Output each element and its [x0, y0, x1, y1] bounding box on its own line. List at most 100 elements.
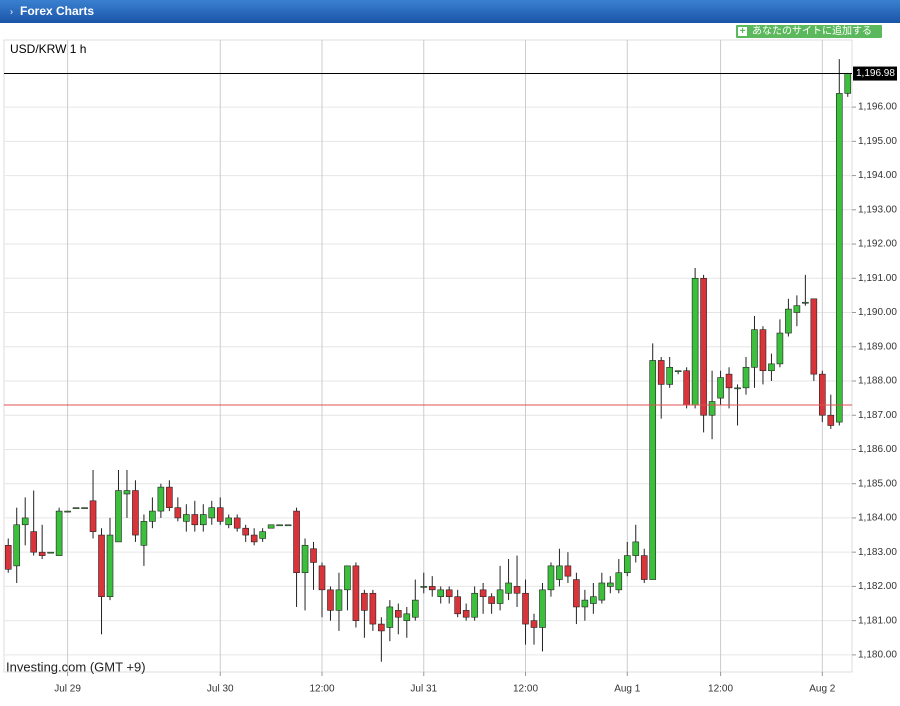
candle-body	[649, 360, 657, 580]
candle-body	[344, 565, 351, 591]
candle-body	[21, 517, 29, 526]
x-tick-label: Jul 31	[410, 684, 437, 695]
candle-body	[89, 500, 97, 532]
candle-body	[556, 565, 563, 580]
add-button-label[interactable]: あなたのサイトに追加する	[752, 24, 872, 37]
candle-body	[378, 623, 385, 632]
candle-body	[327, 589, 334, 611]
candle-body	[81, 507, 88, 509]
candle-body	[827, 414, 835, 426]
candle-body	[802, 301, 809, 304]
candle-body	[505, 582, 512, 594]
candle-body	[725, 373, 733, 389]
candle-body	[267, 524, 275, 529]
candle-body	[157, 486, 165, 512]
candle-body	[488, 596, 495, 604]
candle-body	[573, 579, 580, 608]
candle-body	[708, 401, 716, 416]
candle-body	[259, 531, 266, 539]
candle-body	[776, 332, 784, 365]
candle-body	[166, 486, 173, 508]
add-button[interactable]	[736, 25, 882, 38]
candle-body	[564, 565, 572, 577]
candle-body	[335, 589, 343, 611]
candle-body	[98, 534, 105, 597]
candle-body	[428, 586, 436, 591]
last-price-label: 1,196.98	[856, 68, 895, 79]
last-price-box	[853, 66, 897, 81]
x-tick-label: Aug 1	[614, 684, 641, 695]
y-tick-label: 1,182.00	[858, 581, 897, 592]
candle-body	[590, 596, 597, 604]
candle-body	[768, 363, 775, 372]
candle-body	[666, 366, 673, 385]
candle-body	[276, 524, 283, 527]
y-tick-label: 1,193.00	[858, 204, 897, 215]
candle-body	[55, 510, 63, 556]
candle-body	[208, 507, 216, 519]
candle-body	[199, 514, 207, 526]
candle-body	[386, 606, 394, 628]
candle-body	[13, 524, 21, 567]
candle-body	[191, 514, 199, 526]
candle-body	[598, 582, 606, 601]
candle-body	[123, 490, 131, 495]
y-tick-label: 1,186.00	[858, 444, 897, 455]
candle-body	[183, 514, 190, 522]
candle-body	[140, 521, 148, 546]
candle-body	[242, 527, 249, 536]
y-tick-label: 1,187.00	[858, 410, 897, 421]
candle-body	[819, 373, 826, 416]
candle-body	[810, 298, 818, 375]
candle-body	[734, 387, 741, 390]
plot-frame	[3, 39, 853, 673]
candle-body	[403, 613, 411, 621]
candle-body	[530, 620, 538, 628]
candle-body	[513, 586, 521, 594]
candle-body	[47, 551, 54, 554]
x-tick-label: 12:00	[513, 684, 538, 695]
add-icon-plus: +	[740, 26, 746, 37]
candle-body	[318, 565, 326, 591]
candle-body	[717, 377, 724, 399]
watermark: Investing.com (GMT +9)	[6, 659, 146, 674]
candle-body	[38, 551, 46, 556]
candle-body	[361, 592, 368, 611]
y-tick-label: 1,181.00	[858, 615, 897, 626]
candle-body	[149, 510, 156, 522]
candle-body	[395, 610, 402, 618]
candle-body	[539, 589, 546, 628]
candle-body	[132, 490, 139, 536]
candle-body	[547, 565, 555, 591]
x-tick-label: Jul 29	[54, 684, 81, 695]
candle-body	[793, 305, 801, 313]
candle-body	[284, 524, 292, 527]
y-tick-label: 1,195.00	[858, 136, 897, 147]
candle-body	[437, 589, 445, 597]
candle-body	[250, 534, 258, 543]
candle-body	[674, 370, 682, 373]
candle-body	[411, 599, 419, 618]
candle-body	[174, 507, 182, 519]
x-tick-label: Jul 30	[207, 684, 234, 695]
candle-body	[657, 360, 665, 385]
candle-body	[700, 277, 707, 416]
candle-body	[233, 517, 241, 529]
y-tick-label: 1,184.00	[858, 513, 897, 524]
candle-body	[310, 548, 317, 563]
candle-body	[115, 490, 122, 543]
candle-body	[420, 586, 428, 588]
candle-body	[683, 370, 690, 406]
y-tick-label: 1,192.00	[858, 239, 897, 250]
candle-body	[479, 589, 487, 597]
y-tick-label: 1,188.00	[858, 376, 897, 387]
candle-body	[352, 565, 360, 621]
candle-body	[835, 93, 843, 423]
candle-body	[106, 534, 114, 597]
y-tick-label: 1,180.00	[858, 650, 897, 661]
add-icon	[738, 27, 747, 36]
symbol-label: USD/KRW 1 h	[10, 42, 86, 56]
candle-body	[30, 531, 37, 553]
